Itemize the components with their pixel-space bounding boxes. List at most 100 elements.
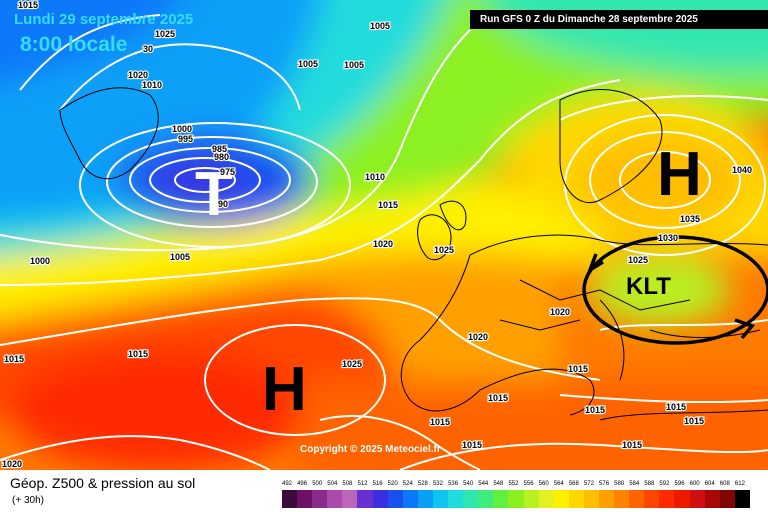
scale-label: 564: [553, 481, 564, 487]
low-pressure-marker: T: [195, 160, 233, 229]
isobar-label: 1015: [488, 393, 508, 403]
scale-swatch: [327, 490, 343, 508]
scale-label: 600: [689, 481, 700, 487]
z500-color-field: [0, 0, 768, 470]
isobar-label: 1015: [430, 417, 450, 427]
scale-swatch: [463, 490, 479, 508]
isobar-label: 1005: [298, 59, 318, 69]
isobar-label: 985: [212, 144, 227, 154]
isobar-label-group: 1015 1025 30 1005 1020 1010 1005 1005 10…: [1, 0, 753, 470]
isobar-label: 1015: [684, 416, 704, 426]
scale-label: 556: [523, 481, 534, 487]
scale-label: 552: [508, 481, 519, 487]
scale-label: 512: [357, 481, 368, 487]
scale-swatch: [312, 490, 328, 508]
copyright-notice: Copyright © 2025 Meteociel.fr: [300, 444, 441, 455]
scale-label: 540: [463, 481, 474, 487]
isobar-label: 1015: [622, 440, 642, 450]
scale-label: 592: [659, 481, 670, 487]
isobar-label: 1015: [585, 405, 605, 415]
high-pressure-marker: H: [657, 140, 702, 209]
scale-label: 528: [417, 481, 428, 487]
scale-label: 568: [568, 481, 579, 487]
scale-swatch: [282, 490, 298, 508]
scale-swatch: [583, 490, 599, 508]
scale-label: 492: [282, 481, 293, 487]
isobar-label: 1025: [628, 255, 648, 265]
scale-label: 536: [448, 481, 459, 487]
isobar-label: 1020: [550, 307, 570, 317]
scale-label: 548: [493, 481, 504, 487]
scale-label: 576: [599, 481, 610, 487]
scale-label: 496: [297, 481, 308, 487]
isobar-label: 1010: [142, 80, 162, 90]
isobar-label: 1015: [666, 402, 686, 412]
isobar-label: 1015: [568, 364, 588, 374]
isobar-label: 1015: [128, 349, 148, 359]
scale-swatch: [674, 490, 690, 508]
scale-swatch: [629, 490, 645, 508]
high-pressure-marker: H: [262, 355, 307, 424]
scale-swatch: [402, 490, 418, 508]
scale-label: 596: [674, 481, 685, 487]
isobar-label: 1030: [658, 233, 678, 243]
scale-label: 516: [372, 481, 383, 487]
scale-swatch: [417, 490, 433, 508]
scale-label: 524: [402, 481, 413, 487]
scale-label: 608: [719, 481, 730, 487]
isobar-label: 1000: [172, 124, 192, 134]
scale-swatch: [568, 490, 584, 508]
scale-label: 604: [704, 481, 715, 487]
coastlines: [59, 87, 768, 421]
scale-swatch: [493, 490, 509, 508]
forecast-offset: (+ 30h): [12, 495, 44, 506]
isobar-label: 30: [143, 44, 153, 54]
isobar-label: 980: [214, 152, 229, 162]
isobar-label: 1020: [373, 239, 393, 249]
isobar-label: 1025: [342, 359, 362, 369]
isobar-label: 1015: [462, 440, 482, 450]
geopotential-map: KLT T H H 1015 1025 30 1005 1020 1010 10…: [0, 0, 768, 470]
forecast-date: Lundi 29 septembre 2025: [14, 11, 194, 28]
scale-swatch: [448, 490, 464, 508]
isobar-label: 1005: [170, 252, 190, 262]
isobar-label: 1015: [378, 200, 398, 210]
isobar-label: 1025: [434, 245, 454, 255]
scale-swatch: [538, 490, 554, 508]
scale-swatch: [689, 490, 705, 508]
scale-swatch: [704, 490, 720, 508]
scale-swatch: [432, 490, 449, 508]
forecast-time: 8:00 locale: [20, 33, 128, 56]
color-scale-bar: [282, 490, 750, 508]
scale-label: 532: [432, 481, 443, 487]
scale-label: 580: [614, 481, 625, 487]
scale-label: 544: [478, 481, 489, 487]
isobar-label: 1005: [370, 21, 390, 31]
color-scale-labels: 492 496 500 504 508 512 516 520 524 528 532 536 540 5…: [282, 481, 760, 489]
scale-label: 500: [312, 481, 323, 487]
isobar-label: 90: [218, 199, 228, 209]
legend-panel: Géop. Z500 & pression au sol (+ 30h) 492…: [0, 470, 768, 512]
isobar-label: 1020: [128, 70, 148, 80]
isobar-label: 1015: [18, 0, 38, 10]
scale-label: 612: [734, 481, 745, 487]
isobar-label: 1035: [680, 214, 700, 224]
scale-label: 508: [342, 481, 353, 487]
scale-swatch: [719, 490, 735, 508]
run-info: Run GFS 0 Z du Dimanche 28 septembre 202…: [470, 10, 768, 29]
isobar-label: 975: [220, 167, 235, 177]
scale-label: 584: [629, 481, 640, 487]
scale-swatch: [342, 490, 358, 508]
isobar-label: 1015: [4, 354, 24, 364]
isobar-label: 1040: [732, 165, 752, 175]
isobars: [0, 14, 768, 470]
klt-annotation: KLT: [582, 235, 768, 345]
isobar-label: 1010: [365, 172, 385, 182]
scale-swatch: [553, 490, 569, 508]
isobar-label: 1005: [344, 60, 364, 70]
scale-swatch: [508, 490, 524, 508]
isobar-label: 1000: [30, 256, 50, 266]
scale-swatch: [372, 490, 388, 508]
scale-label: 504: [327, 481, 338, 487]
